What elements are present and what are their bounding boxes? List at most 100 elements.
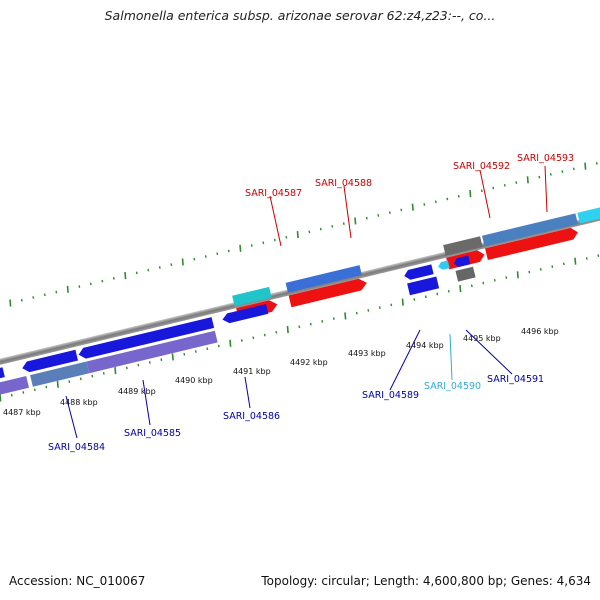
- gene-arrow-04590[interactable]: [437, 260, 450, 270]
- scale-tick: [469, 189, 472, 198]
- leader-line: [269, 195, 282, 247]
- scale-tick: [206, 347, 209, 351]
- leader-line: [544, 165, 548, 213]
- scale-tick: [102, 371, 105, 375]
- scale-tick: [262, 241, 265, 245]
- gene-block-04592-upper[interactable]: [443, 236, 483, 256]
- scale-tick: [332, 317, 335, 320]
- leader-line: [244, 376, 251, 409]
- scale-tick: [194, 350, 197, 353]
- scale-tick: [216, 252, 219, 256]
- scale-tick: [68, 380, 71, 383]
- scale-tick: [89, 282, 92, 286]
- scale-tick: [217, 344, 220, 348]
- scale-tick: [561, 170, 564, 173]
- scale-tick: [436, 292, 439, 296]
- scale-tick: [572, 167, 575, 171]
- scale-tick: [147, 268, 150, 272]
- gene-label-sari-04589[interactable]: SARI_04589: [362, 390, 419, 401]
- gene-label-sari-04592[interactable]: SARI_04592: [453, 161, 510, 172]
- gene-label-sari-04591[interactable]: SARI_04591: [487, 374, 544, 385]
- scale-tick: [388, 211, 391, 215]
- scale-tick: [446, 197, 449, 201]
- scale-tick: [574, 257, 577, 265]
- scale-tick: [539, 267, 542, 271]
- scale-tick: [32, 296, 35, 299]
- scale-tick: [516, 271, 519, 279]
- gene-label-sari-04584[interactable]: SARI_04584: [48, 442, 105, 453]
- gene-label-sari-04585[interactable]: SARI_04585: [124, 428, 181, 439]
- scale-tick: [309, 322, 312, 326]
- gene-block-04587-upper[interactable]: [232, 286, 272, 307]
- scale-tick: [22, 391, 25, 394]
- gene-label-sari-04586[interactable]: SARI_04586: [223, 411, 280, 422]
- scale-tick: [158, 266, 161, 269]
- accession-text: Accession: NC_010067: [9, 574, 146, 588]
- scale-tick: [400, 208, 403, 212]
- gene-arrow-04591[interactable]: [453, 255, 471, 268]
- scale-label: 4492 kbp: [290, 358, 328, 367]
- scale-tick: [33, 388, 36, 392]
- scale-label: 4489 kbp: [118, 387, 156, 396]
- gene-block-04589-lower[interactable]: [407, 276, 440, 296]
- gene-block-04593-upper[interactable]: [482, 213, 578, 247]
- scale-tick: [286, 326, 289, 334]
- gene-block-04584-lower[interactable]: [30, 361, 90, 387]
- scale-tick: [160, 358, 163, 362]
- gene-arrow-04588[interactable]: [288, 277, 369, 308]
- gene-arrow-04593[interactable]: [485, 226, 579, 261]
- scale-label: 4494 kbp: [406, 341, 444, 350]
- gene-block-04583-lower[interactable]: [0, 376, 29, 397]
- scale-tick: [79, 377, 82, 381]
- gene-label-sari-04588[interactable]: SARI_04588: [315, 178, 372, 189]
- gene-arrow-04584[interactable]: [21, 349, 78, 374]
- scale-tick: [354, 217, 357, 225]
- scale-tick: [227, 249, 230, 253]
- scale-tick: [480, 189, 483, 193]
- scale-tick: [148, 361, 151, 364]
- scale-tick: [538, 175, 541, 179]
- scale-tick: [505, 276, 508, 279]
- scale-tick: [204, 255, 207, 258]
- scale-tick: [10, 393, 13, 397]
- gene-label-sari-04590[interactable]: SARI_04590: [424, 381, 481, 392]
- gene-block-04594-upper[interactable]: [577, 205, 600, 224]
- scale-tick: [298, 325, 301, 329]
- scale-tick: [9, 299, 12, 307]
- scale-tick: [367, 309, 370, 312]
- scale-tick: [252, 336, 255, 340]
- scale-tick: [112, 276, 115, 280]
- gene-block-04591-lower[interactable]: [455, 266, 476, 282]
- gene-arrow-04586[interactable]: [221, 304, 269, 324]
- scale-tick: [390, 303, 393, 307]
- scale-tick: [515, 181, 518, 184]
- leader-line: [389, 329, 421, 391]
- scale-tick: [170, 263, 173, 267]
- gene-arrow-04585[interactable]: [77, 317, 215, 360]
- gene-arrow-04583[interactable]: [0, 367, 5, 381]
- leader-line: [65, 395, 78, 439]
- gene-label-sari-04587[interactable]: SARI_04587: [245, 188, 302, 199]
- gene-arrow-04589[interactable]: [403, 264, 434, 280]
- scale-tick: [423, 203, 426, 206]
- scale-tick: [137, 363, 140, 367]
- scale-tick: [308, 230, 311, 234]
- upper-scale-ticks: [9, 162, 598, 307]
- gene-label-sari-04593[interactable]: SARI_04593: [517, 153, 574, 164]
- scale-tick: [377, 214, 380, 217]
- scale-tick: [135, 271, 138, 275]
- scale-tick: [597, 254, 600, 258]
- scale-tick: [331, 224, 334, 228]
- leader-line: [449, 333, 453, 381]
- gene-block-04588-upper[interactable]: [285, 265, 362, 293]
- scale-tick: [56, 380, 59, 388]
- scale-tick: [595, 162, 598, 165]
- gene-block-04585-lower[interactable]: [86, 330, 218, 374]
- scale-tick: [447, 289, 450, 293]
- scale-tick: [296, 231, 299, 239]
- scale-label: 4488 kbp: [60, 398, 98, 407]
- scale-tick: [321, 319, 324, 323]
- scale-tick: [355, 311, 358, 315]
- map-title: Salmonella enterica subsp. arizonae sero…: [104, 8, 496, 23]
